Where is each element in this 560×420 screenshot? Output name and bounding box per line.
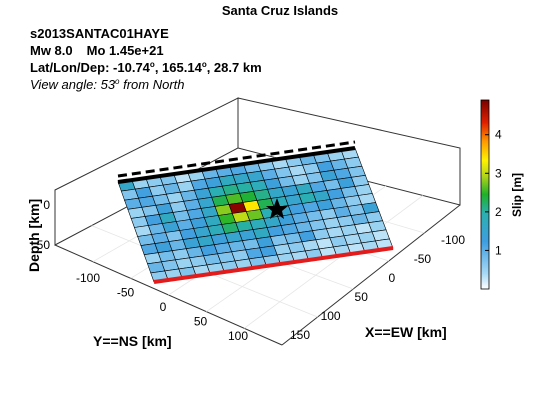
- view-angle-line: View angle: 53o from North: [30, 77, 185, 92]
- fault-bottom-edge: [153, 246, 394, 284]
- fault-plane: [117, 147, 394, 283]
- grid-line: [243, 195, 424, 329]
- degree-mark: o: [201, 60, 207, 69]
- degree-mark: o: [149, 60, 155, 69]
- colorbar-tick-label: 4: [495, 128, 502, 142]
- colorbar: [480, 99, 490, 290]
- y-tick-label: 100: [228, 329, 248, 343]
- z-axis-label: Depth [km]: [26, 199, 42, 272]
- hypocenter-star: [266, 198, 288, 219]
- degree-mark: o: [115, 77, 120, 86]
- x-tick-label: -100: [441, 233, 465, 247]
- x-tick-label: 150: [290, 328, 310, 342]
- fault-top-edge: [117, 146, 356, 184]
- axes-floor-edge: [281, 204, 461, 346]
- y-tick-label: -50: [117, 286, 135, 300]
- colorbar-tick-label: 3: [495, 166, 502, 180]
- chart-title: Santa Cruz Islands: [221, 3, 339, 18]
- z-tick-label: 50: [37, 238, 51, 252]
- colorbar-ticks: 1 2 3 4: [485, 128, 502, 257]
- x-tick-label: 50: [355, 290, 369, 304]
- colorbar-label: Slip [m]: [510, 173, 524, 217]
- x-tick-label: -50: [414, 252, 432, 266]
- tick-labels: -100 -50 0 50 100 150 -100 -50 0 50 100 0 50: [37, 198, 466, 343]
- z-tick-label: 0: [43, 198, 50, 212]
- location-line: Lat/Lon/Dep: -10.74o, 165.14o, 28.7 km: [30, 60, 262, 75]
- location-depth: , 28.7 km: [206, 60, 262, 75]
- x-tick-label: 100: [321, 309, 341, 323]
- event-id: s2013SANTAC01HAYE: [30, 26, 169, 41]
- location-lat: Lat/Lon/Dep: -10.74: [30, 60, 150, 75]
- view-angle-suffix: from North: [119, 77, 185, 92]
- moment: Mo 1.45e+21: [86, 43, 164, 58]
- y-tick-label: 0: [160, 300, 167, 314]
- x-tick-label: 0: [388, 271, 395, 285]
- colorbar-tick-label: 1: [495, 243, 502, 257]
- magnitude: Mw 8.0: [30, 43, 73, 58]
- y-tick-label: -100: [76, 271, 100, 285]
- x-axis-label: X==EW [km]: [365, 324, 447, 340]
- colorbar-tick-label: 2: [495, 205, 502, 219]
- location-lon: , 165.14: [154, 60, 202, 75]
- magnitude-line: Mw 8.0 Mo 1.45e+21: [30, 43, 164, 58]
- y-axis-label: Y==NS [km]: [93, 333, 172, 349]
- y-tick-label: 50: [194, 315, 208, 329]
- view-angle: View angle: 53: [30, 77, 116, 92]
- trench-line: [117, 140, 356, 178]
